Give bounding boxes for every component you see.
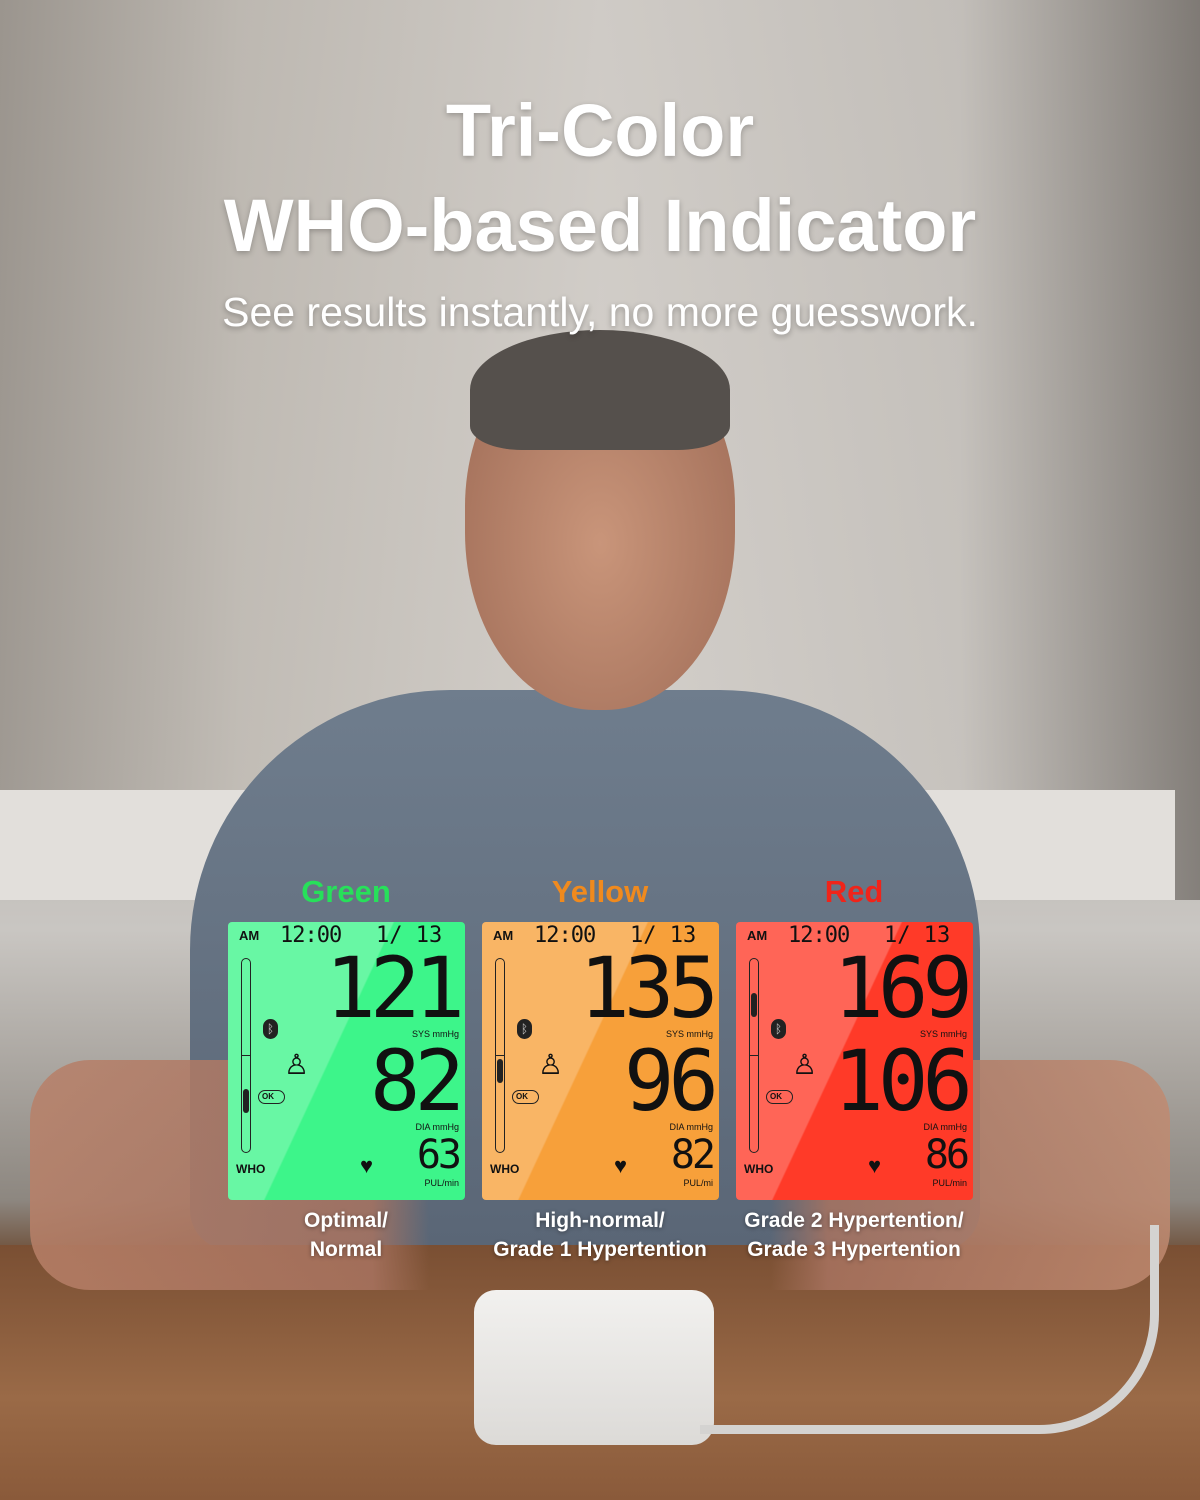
sys-unit: SYS mmHg [665, 1029, 713, 1039]
caption-line-2: Normal [309, 1238, 383, 1261]
title-line-2: WHO-based Indicator [223, 184, 977, 267]
title-line-1: Tri-Color [445, 89, 755, 172]
bluetooth-icon: ᛒ [517, 1019, 532, 1039]
caption-line-2: Grade 3 Hypertention [747, 1238, 961, 1261]
time-readout: 12:00 [788, 923, 850, 948]
heart-icon: ♥ [360, 1153, 374, 1178]
user-icon: ♙ [538, 1049, 564, 1080]
am-indicator: AM [493, 928, 514, 943]
color-label-red: Red [824, 874, 884, 909]
who-level-marker [751, 993, 757, 1017]
systolic-value: 169 [833, 939, 973, 1037]
caption-green: Optimal/ Normal [221, 1206, 471, 1264]
am-indicator: AM [239, 928, 260, 943]
diastolic-value: 82 [369, 1032, 465, 1130]
caption-line-2: Grade 1 Hypertention [493, 1238, 707, 1261]
who-level-bar [749, 958, 759, 1153]
time-readout: 12:00 [534, 923, 596, 948]
am-indicator: AM [747, 928, 768, 943]
caption-red: Grade 2 Hypertention/ Grade 3 Hypertenti… [729, 1206, 979, 1264]
date-readout: 1/ 13 [376, 923, 443, 948]
date-readout: 1/ 13 [884, 923, 951, 948]
systolic-value: 121 [325, 939, 465, 1037]
heart-icon: ♥ [868, 1153, 882, 1178]
who-level-bar [495, 958, 505, 1153]
bluetooth-icon: ᛒ [771, 1019, 786, 1039]
sys-unit: SYS mmHg [919, 1029, 967, 1039]
caption-line-1: Grade 2 Hypertention/ [744, 1209, 964, 1232]
who-level-marker [243, 1089, 249, 1113]
pulse-unit: PUL/mi [683, 1178, 713, 1188]
caption-yellow: High-normal/ Grade 1 Hypertention [475, 1206, 725, 1264]
who-label: WHO [744, 1162, 774, 1176]
dia-unit: DIA mmHg [669, 1122, 713, 1132]
subtitle: See results instantly, no more guesswork… [222, 289, 978, 335]
user-icon: ♙ [284, 1049, 310, 1080]
heart-icon: ♥ [614, 1153, 628, 1178]
who-level-bar [241, 958, 251, 1153]
dia-unit: DIA mmHg [415, 1122, 459, 1132]
man-hair [470, 330, 730, 450]
cuff-tube [700, 1225, 1159, 1434]
caption-line-1: Optimal/ [303, 1209, 388, 1232]
lcd-panel-yellow: AM 12:00 1/ 13 ᛒ ♙ OK 135 SYS mmHg 96 DI… [482, 922, 719, 1200]
pulse-value: 86 [924, 1132, 970, 1178]
pulse-unit: PUL/min [932, 1178, 967, 1188]
color-label-green: Green [301, 874, 391, 909]
blood-pressure-monitor-device [474, 1290, 714, 1445]
user-icon: ♙ [792, 1049, 818, 1080]
sys-unit: SYS mmHg [411, 1029, 459, 1039]
who-label: WHO [490, 1162, 520, 1176]
systolic-value: 135 [579, 939, 719, 1037]
lcd-panel-red: AM 12:00 1/ 13 ᛒ ♙ OK 169 SYS mmHg 106 D… [736, 922, 973, 1200]
screen-glare [736, 922, 973, 1200]
cuff-ok-icon: OK [512, 1090, 539, 1104]
pulse-unit: PUL/min [424, 1178, 459, 1188]
bluetooth-icon: ᛒ [263, 1019, 278, 1039]
lcd-panel-green: AM 12:00 1/ 13 ᛒ ♙ OK 121 SYS mmHg 82 DI… [228, 922, 465, 1200]
pulse-value: 63 [416, 1132, 462, 1178]
diastolic-value: 106 [833, 1032, 973, 1130]
cuff-ok-icon: OK [766, 1090, 793, 1104]
diastolic-value: 96 [623, 1032, 719, 1130]
who-label: WHO [236, 1162, 266, 1176]
color-label-yellow: Yellow [551, 874, 649, 909]
dia-unit: DIA mmHg [923, 1122, 967, 1132]
screen-glare [482, 922, 719, 1200]
caption-line-1: High-normal/ [535, 1209, 665, 1232]
time-readout: 12:00 [280, 923, 342, 948]
pulse-value: 82 [670, 1132, 716, 1178]
who-level-marker [497, 1059, 503, 1083]
date-readout: 1/ 13 [630, 923, 697, 948]
screen-glare [228, 922, 465, 1200]
cuff-ok-icon: OK [258, 1090, 285, 1104]
